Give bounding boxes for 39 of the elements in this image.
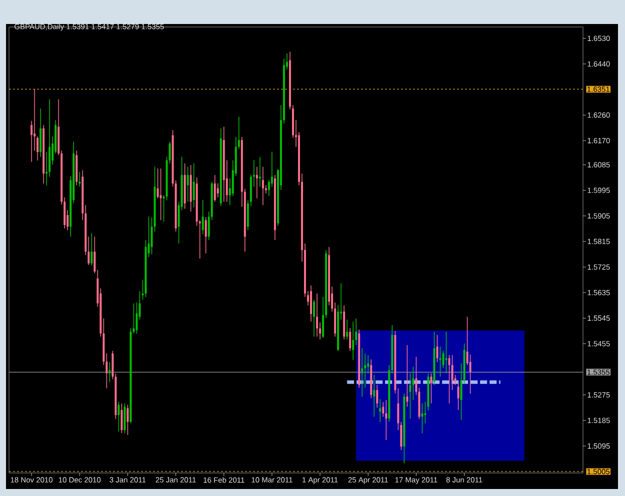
candlestick	[94, 236, 96, 274]
candlestick	[349, 328, 352, 352]
candlestick	[376, 384, 378, 408]
candlestick	[313, 300, 316, 338]
candlestick	[310, 285, 312, 322]
candlestick	[382, 402, 384, 418]
candlestick	[118, 401, 120, 432]
candlestick	[469, 354, 472, 394]
candlestick	[192, 162, 195, 208]
candlestick	[451, 354, 454, 390]
candlestick	[126, 404, 129, 436]
candlestick	[120, 403, 123, 434]
candlestick	[346, 319, 348, 340]
candlestick	[409, 372, 412, 419]
candlestick	[136, 302, 138, 334]
candlestick	[316, 293, 318, 338]
candlestick	[256, 166, 258, 199]
candlestick	[124, 403, 126, 434]
candlestick	[352, 321, 354, 360]
candlestick	[40, 108, 42, 158]
candlestick	[160, 168, 162, 221]
candlestick	[457, 381, 460, 410]
candlestick	[406, 344, 408, 408]
candlestick	[186, 166, 189, 202]
candlestick	[385, 400, 388, 440]
candlestick	[361, 348, 364, 397]
candlestick	[448, 354, 450, 404]
candlestick	[108, 362, 111, 382]
candlestick	[214, 174, 216, 202]
candlestick	[204, 216, 207, 254]
candlestick	[430, 372, 432, 404]
candlestick	[262, 166, 264, 206]
candlestick	[373, 374, 376, 418]
candlestick	[216, 182, 219, 198]
candlestick	[445, 331, 448, 374]
candlestick	[202, 200, 204, 235]
candlestick	[90, 232, 93, 266]
candlestick	[258, 156, 261, 188]
candlestick	[379, 398, 382, 422]
